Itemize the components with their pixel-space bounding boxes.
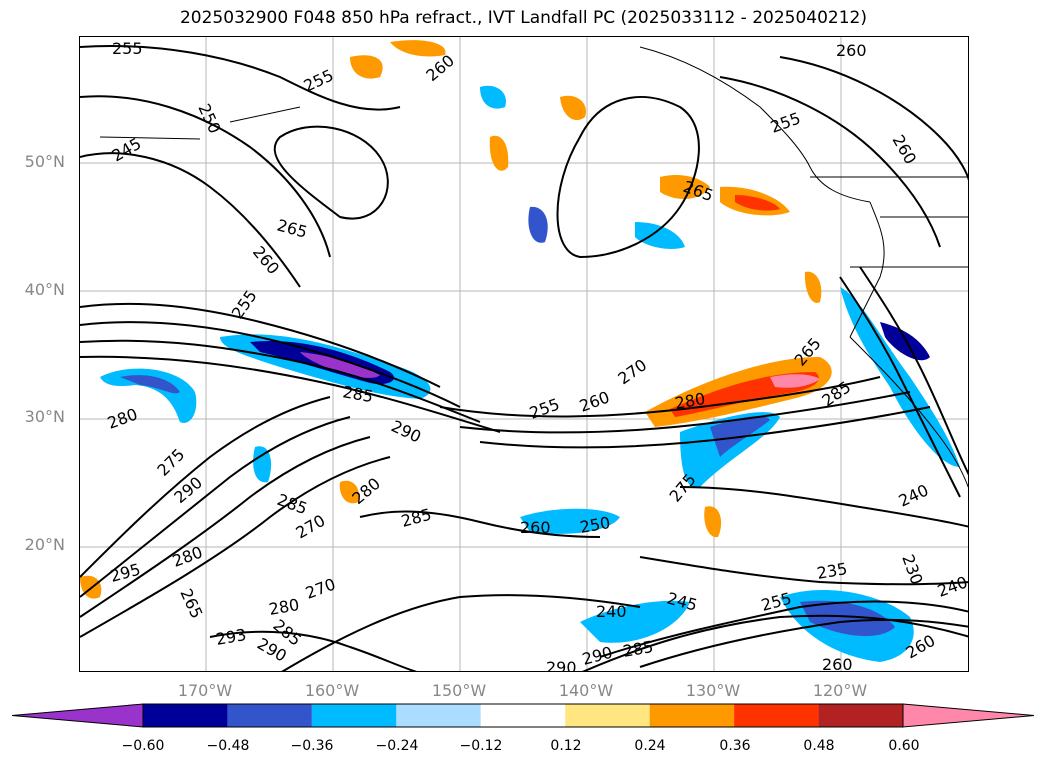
lat-label-50n: 50°N	[24, 152, 65, 171]
contour-label: 265	[275, 216, 309, 242]
colorbar-extend-high	[902, 703, 1035, 728]
colorbar-segment	[143, 704, 228, 727]
colorbar-outline	[142, 703, 904, 728]
contour-label: 235	[815, 559, 848, 583]
blob-north-red3	[735, 195, 780, 211]
contour-label: 285	[341, 382, 374, 406]
blob-blue-hook	[100, 368, 197, 423]
contour-label: 230	[898, 552, 926, 587]
colorbar-tick: 0.24	[634, 738, 666, 754]
map-panel[interactable]: 255 250 245 255 260 260 255 260 265 265 …	[79, 36, 969, 672]
contour-label: 255	[768, 108, 803, 136]
contour-label: 290	[388, 416, 424, 446]
blob-south-navy	[800, 600, 895, 637]
blob-pink-core	[770, 374, 820, 388]
colorbar-tick: 0.36	[719, 738, 751, 754]
contour-label: 260	[836, 41, 867, 60]
lat-label-20n: 20°N	[24, 535, 65, 554]
blob-north-orange2	[660, 175, 710, 199]
shaded-field	[80, 40, 960, 662]
contour-label: 295	[108, 560, 142, 586]
lon-label-170w: 170°W	[177, 681, 233, 700]
lon-label-160w: 160°W	[304, 681, 360, 700]
colorbar-tick: −0.24	[375, 738, 419, 754]
contour-label: 260	[249, 242, 283, 278]
blob-north-orange1	[489, 135, 509, 171]
blob-navy-hook	[120, 375, 180, 394]
blob-purple-band	[300, 352, 380, 378]
contour-labels: 255 250 245 255 260 260 255 260 265 265 …	[105, 39, 969, 672]
colorbar-segment	[396, 704, 481, 727]
map-title: 2025032900 F048 850 hPa refract., IVT La…	[179, 8, 867, 28]
lat-label-40n: 40°N	[24, 280, 65, 299]
contour-label: 293	[214, 625, 247, 649]
map-canvas: 255 250 245 255 260 260 255 260 265 265 …	[80, 37, 969, 672]
colorbar-tick: −0.36	[290, 738, 334, 754]
lon-label-150w: 150°W	[431, 681, 487, 700]
colorbar-segment	[311, 704, 397, 727]
colorbar-segment	[734, 704, 819, 727]
colorbar-segment	[227, 704, 312, 727]
blob-coast-orange	[804, 271, 822, 303]
blob-coast-navy	[880, 322, 930, 361]
coastline	[99, 46, 968, 488]
blob-south-blue2	[580, 600, 690, 643]
lon-label-120w: 120°W	[812, 681, 868, 700]
contour-label: 240	[935, 572, 969, 600]
contour-label: 260	[889, 132, 921, 168]
lon-label-130w: 130°W	[685, 681, 741, 700]
colorbar-tick: 0.48	[803, 738, 835, 754]
contour-label: 275	[153, 445, 188, 480]
contour-label: 280	[267, 595, 300, 619]
colorbar-segments	[12, 703, 1035, 728]
contour-label: 245	[109, 134, 145, 166]
contour-label: 290	[170, 473, 206, 507]
lat-label-30n: 30°N	[24, 407, 65, 426]
blob-nw-orange	[350, 55, 383, 79]
contour-label: 255	[301, 65, 337, 95]
blob-left-blue	[253, 446, 272, 483]
contour-label: 240	[596, 602, 627, 621]
blob-north-blue3	[635, 222, 685, 249]
contour-label: 290	[546, 658, 577, 672]
contour-label: 260	[520, 518, 551, 537]
contour-label: 240	[896, 480, 932, 510]
colorbar-extend-low	[12, 703, 144, 728]
colorbar-tick: 0.60	[888, 738, 920, 754]
contour-label: 285	[399, 505, 433, 531]
colorbar-segment	[480, 704, 566, 727]
blob-mid-blue	[520, 508, 620, 534]
colorbar-segment	[649, 704, 735, 727]
contour-label: 250	[578, 513, 611, 537]
blob-nw-orange2	[390, 40, 446, 57]
contour-label: 270	[614, 355, 650, 388]
colorbar-tick: 0.12	[550, 738, 582, 754]
contour-label: 255	[112, 39, 143, 58]
blob-mid-orange2	[704, 506, 722, 538]
lon-label-140w: 140°W	[558, 681, 614, 700]
contour-label: 280	[105, 404, 140, 432]
contour-label: 255	[228, 286, 261, 322]
colorbar-segment	[818, 704, 903, 727]
contour-label: 265	[681, 177, 716, 205]
blob-north-blue2	[528, 206, 548, 243]
contour-label: 260	[822, 655, 853, 672]
contour-label: 290	[580, 643, 614, 669]
colorbar-tick: −0.48	[206, 738, 250, 754]
colorbar-tick: −0.12	[459, 738, 503, 754]
blob-mid-orange	[339, 480, 359, 504]
contour-label: 265	[176, 586, 206, 622]
contours	[80, 45, 968, 671]
blob-north-orange4	[560, 95, 586, 121]
colorbar-segment	[565, 704, 650, 727]
colorbar	[12, 703, 1035, 728]
contour-label: 260	[577, 387, 612, 415]
blob-north-blue1	[480, 85, 506, 109]
contour-label: 285	[621, 637, 654, 661]
colorbar-tick: −0.60	[121, 738, 165, 754]
